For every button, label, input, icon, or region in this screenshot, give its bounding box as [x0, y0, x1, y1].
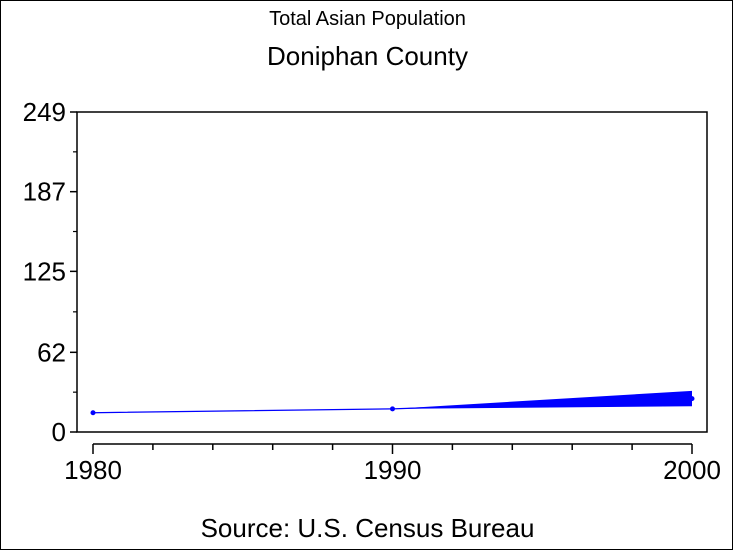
y-tick-label: 0 — [52, 417, 66, 447]
y-tick-label: 249 — [23, 97, 66, 127]
x-tick-label: 1990 — [364, 455, 422, 485]
x-axis: 1980 1990 2000 — [64, 443, 721, 485]
plot-area — [76, 111, 708, 433]
y-tick-label: 125 — [23, 256, 66, 286]
x-tick-label: 2000 — [663, 455, 721, 485]
data-point — [90, 410, 96, 416]
data-point — [689, 396, 695, 402]
chart-subtitle: Total Asian Population — [269, 8, 466, 30]
source-note: Source: U.S. Census Bureau — [200, 513, 535, 543]
y-tick-label: 62 — [37, 337, 66, 367]
data-point — [390, 406, 395, 412]
chart-title: Doniphan County — [267, 41, 468, 71]
y-tick-label: 187 — [23, 177, 66, 207]
series-group — [90, 390, 695, 416]
x-tick-label: 1980 — [64, 455, 122, 485]
series-band — [392, 390, 692, 409]
y-axis: 0 62 125 187 249 — [23, 97, 77, 447]
